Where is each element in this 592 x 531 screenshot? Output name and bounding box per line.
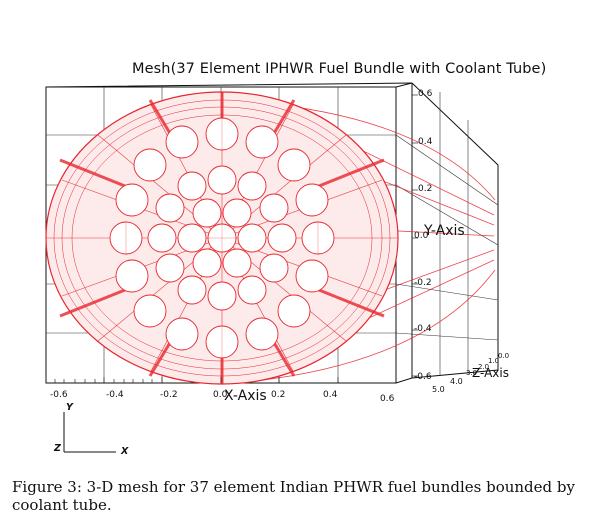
pin-mesh-hatching: [125, 118, 319, 358]
x-tick: -0.2: [160, 390, 178, 400]
triad-x-label: X: [121, 446, 129, 457]
y-tick: 0.6: [418, 89, 433, 99]
triad-y-label: Y: [66, 402, 73, 413]
y-tick: -0.2: [414, 278, 432, 288]
z-tick: 1.0: [488, 357, 500, 365]
z-axis-label: Z-Axis: [472, 366, 509, 380]
y-tick: 0.2: [418, 184, 433, 194]
x-tick: 0.6: [380, 394, 395, 404]
x-tick: 0.2: [271, 390, 286, 400]
x-axis-ruler: [45, 377, 397, 383]
x-tick: 0.0: [213, 390, 228, 400]
z-tick: 2.0: [478, 363, 490, 371]
figure-caption: Figure 3: 3-D mesh for 37 element Indian…: [12, 478, 575, 514]
y-tick: -0.6: [414, 372, 432, 382]
y-tick: -0.4: [414, 324, 432, 334]
x-tick: -0.4: [106, 390, 124, 400]
x-axis-label: X-Axis: [224, 388, 267, 404]
y-tick: 0.0: [414, 231, 429, 241]
x-tick: 0.4: [323, 390, 338, 400]
figure-title: Mesh(37 Element IPHWR Fuel Bundle with C…: [132, 61, 547, 77]
z-tick: 0.0: [498, 352, 510, 360]
y-axis-label: Y-Axis: [424, 223, 465, 239]
triad-z-label: Z: [54, 443, 61, 454]
z-tick: 3.0: [466, 369, 478, 377]
axis-triad: [63, 412, 116, 453]
y-axis-ruler: [412, 94, 418, 377]
y-tick: 0.4: [418, 137, 433, 147]
x-tick: -0.6: [50, 390, 68, 400]
z-tick: 4.0: [450, 377, 463, 386]
z-tick: 5.0: [432, 385, 445, 394]
